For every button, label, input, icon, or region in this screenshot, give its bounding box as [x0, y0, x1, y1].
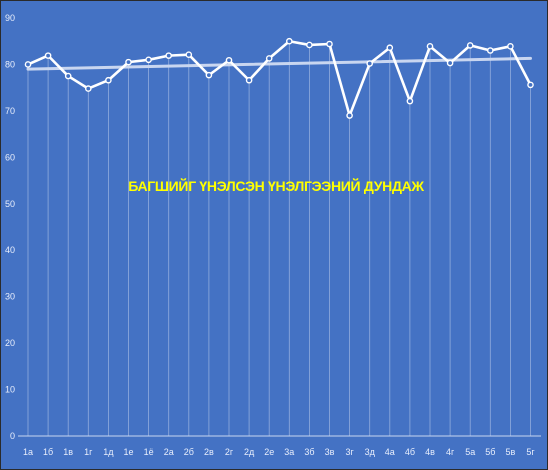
data-point — [225, 56, 233, 64]
x-tick-label: 1е — [123, 447, 133, 457]
x-tick-label: 5в — [506, 447, 516, 457]
y-tick-label: 80 — [5, 59, 15, 69]
y-tick-label: 40 — [5, 245, 15, 255]
x-tick-label: 4г — [446, 447, 455, 457]
x-tick-label: 2б — [184, 447, 194, 457]
x-tick-label: 1ё — [144, 447, 154, 457]
data-point — [64, 72, 72, 80]
y-tick-label: 50 — [5, 199, 15, 209]
data-points — [24, 37, 534, 119]
data-point — [426, 43, 434, 50]
y-tick-label: 0 — [10, 431, 15, 441]
data-point — [386, 44, 394, 52]
x-tick-label: 2е — [264, 447, 274, 457]
x-tick-label: 3д — [365, 447, 376, 457]
data-point — [185, 51, 193, 58]
vertical-gridlines — [27, 41, 531, 436]
x-tick-label: 3а — [284, 447, 294, 457]
x-tick-label: 3б — [304, 447, 314, 457]
data-point — [527, 81, 534, 89]
x-tick-label: 2г — [225, 447, 234, 457]
data-point — [306, 41, 313, 49]
x-tick-label: 3г — [345, 447, 354, 457]
data-point — [245, 76, 253, 84]
data-point — [466, 42, 474, 49]
y-tick-label: 30 — [5, 292, 15, 302]
data-point — [265, 55, 273, 62]
x-axis-ticks: 1а 1б 1в 1г 1д 1е 1ё 2а 2б 2в 2г 2д 2е 3а 3б 3в 3г 3д 4а 4б… — [23, 447, 535, 457]
x-tick-label: 1г — [84, 447, 93, 457]
x-tick-label: 1б — [43, 447, 53, 457]
x-tick-label: 1в — [63, 447, 73, 457]
data-point — [486, 47, 494, 54]
x-tick-label: 2д — [244, 447, 255, 457]
x-tick-label: 5а — [465, 447, 475, 457]
data-point — [44, 52, 52, 59]
y-tick-label: 70 — [5, 106, 15, 116]
x-tick-label: 1а — [23, 447, 33, 457]
y-tick-label: 90 — [5, 13, 15, 23]
data-point — [145, 56, 152, 64]
x-tick-label: 4б — [405, 447, 415, 457]
y-tick-label: 60 — [5, 152, 15, 162]
data-point — [285, 37, 293, 45]
data-point — [125, 58, 132, 66]
x-tick-label: 4а — [385, 447, 395, 457]
data-point — [165, 52, 172, 59]
data-point — [85, 85, 92, 92]
data-point — [507, 43, 514, 50]
data-point — [105, 76, 112, 84]
y-tick-label: 10 — [5, 385, 15, 395]
data-point — [346, 112, 353, 119]
x-tick-label: 5г — [526, 447, 535, 457]
data-point — [446, 59, 454, 67]
x-tick-label: 2а — [164, 447, 174, 457]
series-line — [27, 39, 532, 117]
x-tick-label: 2в — [204, 447, 214, 457]
x-tick-label: 5б — [485, 447, 495, 457]
data-point — [326, 40, 333, 48]
y-tick-label: 20 — [5, 338, 15, 348]
y-axis-ticks: 0 10 20 30 40 50 60 70 80 90 — [5, 13, 15, 441]
x-tick-label: 4в — [425, 447, 435, 457]
data-point — [406, 97, 414, 105]
x-tick-label: 3в — [325, 447, 335, 457]
chart-title: БАГШИЙГ ҮНЭЛСЭН ҮНЭЛГЭЭНИЙ ДУНДАЖ — [128, 177, 424, 194]
data-point — [366, 60, 374, 67]
data-point — [24, 61, 32, 68]
x-tick-label: 1д — [103, 447, 114, 457]
data-point — [205, 71, 213, 79]
